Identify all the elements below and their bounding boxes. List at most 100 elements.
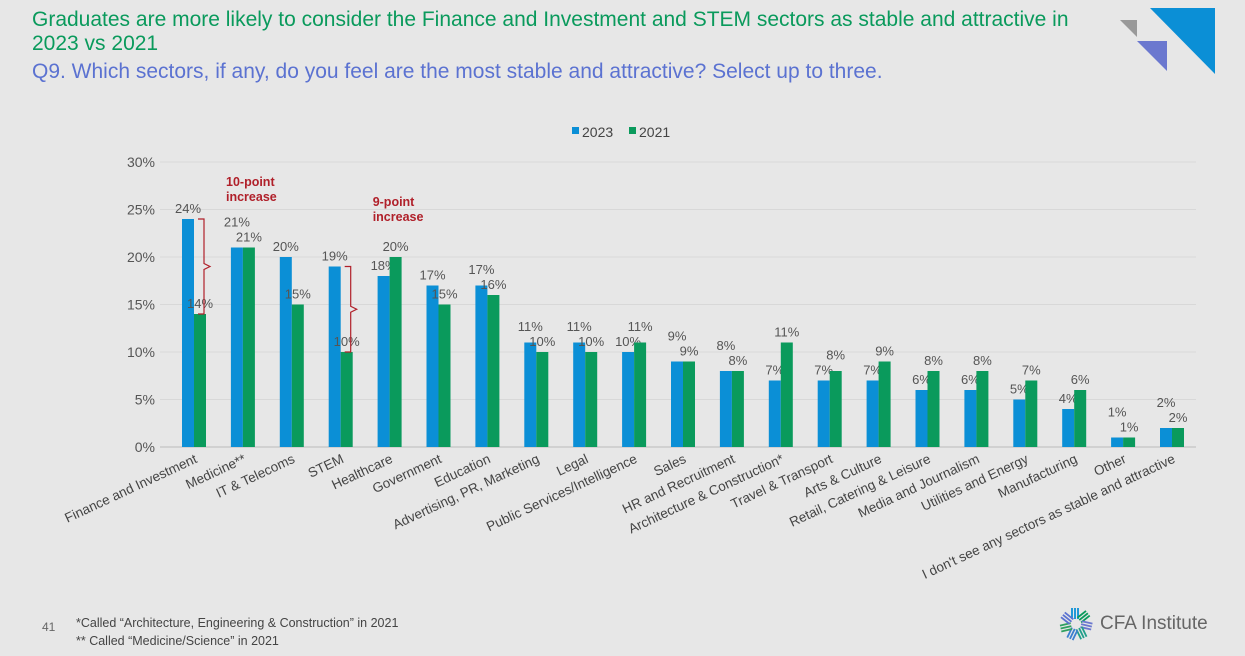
data-label: 7% bbox=[765, 363, 784, 378]
logo-petal bbox=[1069, 628, 1076, 640]
cfa-logo: CFA Institute bbox=[1058, 606, 1208, 642]
bar-2023 bbox=[328, 266, 341, 447]
y-tick-label: 15% bbox=[127, 297, 155, 313]
bar-2023 bbox=[1111, 437, 1124, 447]
bar-2021 bbox=[634, 342, 647, 447]
logo-petal bbox=[1080, 626, 1088, 638]
bar-2023 bbox=[182, 219, 194, 447]
data-label: 7% bbox=[814, 363, 833, 378]
bar-2021 bbox=[976, 371, 989, 447]
bar-2023 bbox=[230, 247, 243, 447]
logo-text: CFA Institute bbox=[1100, 613, 1208, 634]
bar-2023 bbox=[671, 361, 683, 447]
data-label: 9% bbox=[680, 344, 699, 359]
bar-2023 bbox=[524, 342, 537, 447]
data-label: 8% bbox=[924, 353, 943, 368]
bar-2021 bbox=[731, 371, 744, 447]
logo-petal bbox=[1081, 620, 1093, 625]
data-label: 11% bbox=[567, 319, 592, 334]
data-label: 9% bbox=[668, 329, 687, 344]
bar-2021 bbox=[1025, 380, 1038, 447]
data-label: 5% bbox=[1010, 382, 1029, 397]
logo-petal bbox=[1076, 610, 1087, 619]
logo-petal bbox=[1080, 623, 1093, 628]
bar-2023 bbox=[915, 390, 928, 447]
bar-2023 bbox=[1160, 428, 1172, 447]
y-tick-label: 10% bbox=[127, 344, 155, 360]
bar-2021 bbox=[438, 304, 451, 447]
data-label: 24% bbox=[175, 201, 201, 216]
annotation-text: 9-point bbox=[373, 195, 415, 209]
data-label: 19% bbox=[322, 249, 348, 264]
data-label: 7% bbox=[863, 363, 882, 378]
data-label: 7% bbox=[1022, 363, 1041, 378]
logo-petal bbox=[1060, 625, 1072, 630]
data-label: 21% bbox=[236, 230, 262, 245]
bar-2021 bbox=[683, 361, 695, 447]
logo-petal bbox=[1071, 629, 1079, 641]
data-label: 10% bbox=[529, 334, 555, 349]
data-label: 2% bbox=[1157, 395, 1176, 410]
bar-2021 bbox=[536, 352, 549, 447]
annotation-text: 10-point bbox=[226, 175, 275, 189]
data-label: 17% bbox=[468, 262, 494, 277]
bar-2021 bbox=[878, 361, 891, 447]
data-label: 21% bbox=[224, 215, 250, 230]
bar-2023 bbox=[964, 390, 977, 447]
logo-petal bbox=[1078, 612, 1089, 621]
data-label: 6% bbox=[961, 372, 980, 387]
data-label: 20% bbox=[383, 239, 409, 254]
bar-2021 bbox=[1172, 428, 1184, 447]
logo-petal bbox=[1064, 611, 1074, 621]
data-label: 2% bbox=[1169, 410, 1188, 425]
y-tick-label: 30% bbox=[127, 154, 155, 170]
data-label: 10% bbox=[578, 334, 604, 349]
y-tick-label: 5% bbox=[135, 392, 155, 408]
bar-2023 bbox=[426, 285, 439, 447]
slide-title: Graduates are more likely to consider th… bbox=[32, 8, 1069, 55]
bar-2023 bbox=[817, 380, 830, 447]
data-label: 14% bbox=[187, 296, 213, 311]
data-label: 20% bbox=[273, 239, 299, 254]
legend-label: 2021 bbox=[639, 124, 670, 140]
bar-2021 bbox=[291, 304, 304, 447]
logo-petal bbox=[1062, 614, 1073, 623]
data-label: 8% bbox=[973, 353, 992, 368]
data-label: 6% bbox=[912, 372, 931, 387]
bar-2023 bbox=[622, 352, 635, 447]
slide-subtitle: Q9. Which sectors, if any, do you feel a… bbox=[32, 60, 883, 83]
cfa-logo-icon bbox=[1059, 608, 1093, 641]
bar-2021 bbox=[487, 295, 500, 447]
slide-header: Graduates are more likely to consider th… bbox=[32, 8, 1112, 84]
corner-logo-triangles bbox=[1120, 8, 1215, 74]
bar-2021 bbox=[1074, 390, 1087, 447]
y-tick-label: 0% bbox=[135, 439, 155, 455]
annotation-text: increase bbox=[226, 190, 277, 204]
bar-2021 bbox=[927, 371, 940, 447]
data-label: 8% bbox=[729, 353, 748, 368]
data-label: 15% bbox=[285, 287, 311, 302]
bar-2023 bbox=[279, 257, 292, 447]
bar-2021 bbox=[242, 247, 255, 447]
annotation-brace bbox=[344, 265, 359, 353]
bar-2023 bbox=[719, 371, 732, 447]
data-label: 8% bbox=[826, 348, 845, 363]
footnote-1: *Called “Architecture, Engineering & Con… bbox=[76, 616, 399, 630]
bar-2021 bbox=[780, 342, 793, 447]
bar-2023 bbox=[377, 276, 390, 447]
bar-2021 bbox=[829, 371, 842, 447]
bar-2021 bbox=[340, 352, 353, 447]
data-label: 15% bbox=[431, 287, 457, 302]
legend-swatch bbox=[629, 127, 636, 134]
y-tick-label: 20% bbox=[127, 249, 155, 265]
legend-swatch bbox=[572, 127, 579, 134]
data-label: 16% bbox=[480, 277, 506, 292]
data-label: 11% bbox=[518, 319, 543, 334]
bar-2023 bbox=[866, 380, 879, 447]
bar-2023 bbox=[768, 380, 781, 447]
legend-label: 2023 bbox=[582, 124, 613, 140]
logo-petal bbox=[1060, 616, 1071, 625]
bar-2021 bbox=[1123, 437, 1136, 447]
category-label: Finance and Investment bbox=[62, 451, 199, 526]
